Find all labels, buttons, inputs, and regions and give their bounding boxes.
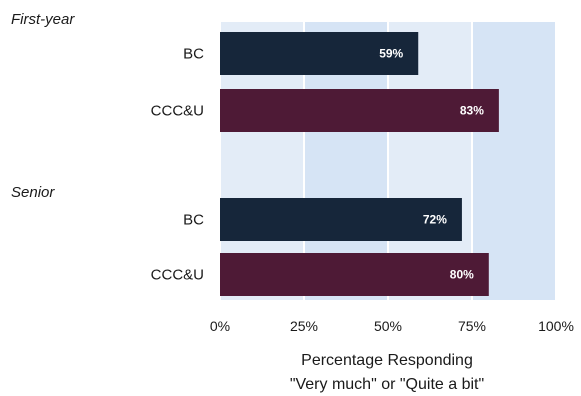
group-label: Senior (11, 184, 55, 201)
category-label: CCC&U (151, 103, 204, 120)
category-label: BC (183, 46, 204, 63)
labels-layer: 0% 25% 50% 75% 100% First-year BC 59% CCC&U 83% Se… (11, 11, 574, 334)
group-label: First-year (11, 11, 75, 28)
x-tick-label: 25% (290, 318, 318, 334)
x-tick-label: 100% (538, 318, 574, 334)
bar (220, 32, 419, 75)
category-label: BC (183, 212, 204, 229)
data-label: 83% (460, 104, 484, 118)
x-tick-label: 50% (374, 318, 402, 334)
x-axis-label-line-1: Percentage Responding (301, 352, 473, 369)
x-axis-label-line-2: "Very much" or "Quite a bit" (290, 376, 484, 393)
data-label: 72% (423, 213, 447, 227)
x-tick-label: 75% (458, 318, 486, 334)
x-tick-label: 0% (210, 318, 230, 334)
data-label: 80% (450, 268, 474, 282)
bars-layer (220, 32, 499, 296)
data-label: 59% (379, 47, 403, 61)
bar (220, 89, 499, 132)
bar (220, 198, 462, 241)
bar (220, 253, 489, 296)
category-label: CCC&U (151, 267, 204, 284)
